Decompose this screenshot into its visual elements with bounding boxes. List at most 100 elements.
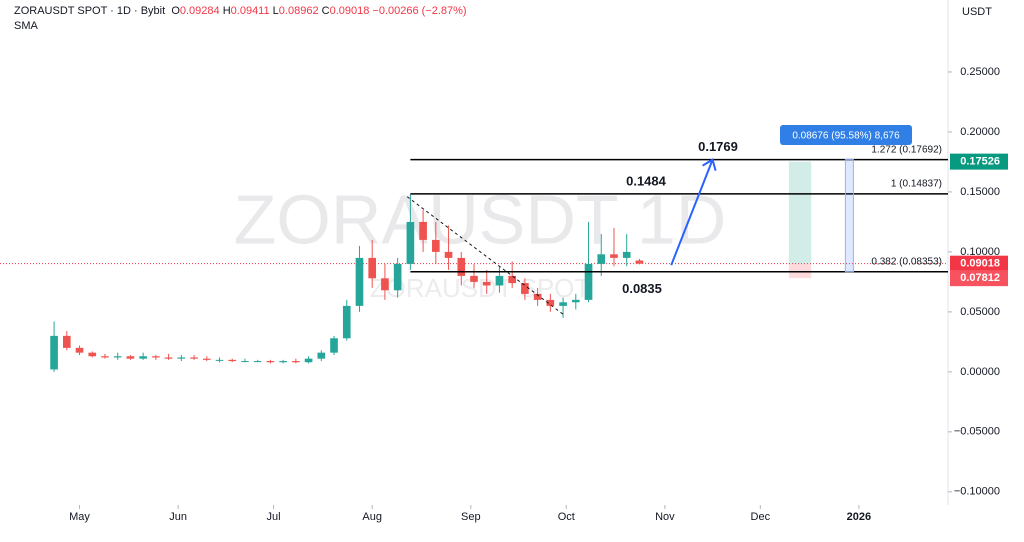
candle-body bbox=[470, 275, 478, 282]
candle-body bbox=[101, 356, 109, 358]
candle-body bbox=[546, 299, 555, 306]
candle-body bbox=[292, 361, 300, 363]
candle-body bbox=[62, 335, 71, 348]
arrow-head bbox=[702, 158, 717, 171]
candle-body bbox=[584, 263, 593, 300]
candle-body bbox=[635, 260, 644, 264]
currency: USDT bbox=[962, 6, 992, 18]
level-label: 0.1484 bbox=[626, 173, 667, 188]
y-tick-label: 0.05000 bbox=[960, 306, 1000, 318]
candle-body bbox=[355, 257, 364, 306]
candle-body bbox=[622, 251, 631, 258]
candle-body bbox=[139, 356, 147, 359]
level-label: 0.0835 bbox=[622, 281, 662, 296]
candle-body bbox=[126, 356, 135, 359]
candle-body bbox=[202, 358, 211, 360]
price-tag bbox=[950, 153, 1008, 170]
candle-body bbox=[215, 359, 224, 361]
price-tag bbox=[950, 270, 1008, 287]
candle-body bbox=[482, 281, 491, 286]
price-tag-label: 0.17526 bbox=[960, 156, 1000, 168]
o-value: 0.09284 bbox=[179, 5, 220, 17]
x-tick-label: Oct bbox=[558, 511, 575, 523]
symbol: ZORAUSDT SPOT · 1D · Bybit bbox=[14, 5, 166, 17]
price-tag bbox=[950, 255, 1008, 272]
symbol-row: ZORAUSDT SPOT · 1D · Bybit O0.09284 H0.0… bbox=[14, 4, 467, 19]
measure-box bbox=[780, 125, 912, 145]
h-label: H bbox=[222, 5, 231, 17]
x-tick-label: May bbox=[69, 511, 90, 523]
candle-body bbox=[266, 361, 275, 363]
candle-body bbox=[610, 254, 618, 258]
candle-body bbox=[368, 257, 377, 279]
x-tick-label: Dec bbox=[751, 511, 771, 523]
candle-body bbox=[152, 356, 160, 358]
candle-body bbox=[177, 357, 186, 359]
candle-body bbox=[342, 305, 351, 339]
x-tick-label: Jun bbox=[169, 511, 187, 523]
candle-body bbox=[279, 361, 287, 363]
candle-body bbox=[88, 352, 97, 357]
y-tick-label: −0.10000 bbox=[954, 486, 1000, 498]
y-tick-label: −0.05000 bbox=[954, 426, 1000, 438]
level-label: 0.1769 bbox=[698, 139, 738, 154]
c-value: 0.09018 bbox=[329, 5, 370, 17]
x-tick-label: Jul bbox=[267, 511, 281, 523]
x-tick-label: 2026 bbox=[847, 511, 871, 523]
change: −0.00266 (−2.87%) bbox=[372, 5, 467, 17]
l-value: 0.08962 bbox=[278, 5, 319, 17]
fib-label: 1.272 (0.17692) bbox=[871, 144, 942, 155]
x-tick-label: Nov bbox=[655, 511, 675, 523]
price-tag-label: 0.07812 bbox=[960, 272, 1000, 284]
o-label: O bbox=[171, 5, 180, 17]
watermark-sub: ZORAUSDT SPOT bbox=[370, 273, 591, 303]
candle-body bbox=[253, 361, 262, 363]
candle-body bbox=[113, 356, 122, 358]
measure-band bbox=[844, 159, 854, 273]
legend-header: ZORAUSDT SPOT · 1D · Bybit O0.09284 H0.0… bbox=[14, 4, 467, 34]
candle-body bbox=[597, 254, 606, 264]
candle-body bbox=[304, 358, 313, 363]
candle-body bbox=[164, 357, 173, 359]
candle-body bbox=[508, 275, 516, 284]
y-tick-label: 0.15000 bbox=[960, 186, 1000, 198]
y-tick-label: 0.10000 bbox=[960, 246, 1000, 258]
candle-body bbox=[381, 278, 389, 291]
indicator[interactable]: SMA bbox=[14, 20, 38, 32]
candle-body bbox=[406, 221, 415, 264]
candle-body bbox=[571, 299, 580, 303]
watermark: ZORAUSDT 1D bbox=[234, 180, 727, 258]
candle-body bbox=[419, 221, 427, 240]
candle-body bbox=[393, 263, 402, 291]
x-tick-label: Sep bbox=[461, 511, 481, 523]
measure-label: 0.08676 (95.58%) 8,676 bbox=[792, 131, 900, 142]
candle-body bbox=[50, 335, 58, 370]
fib-label: 1 (0.14837) bbox=[891, 179, 942, 190]
candle-body bbox=[317, 352, 326, 359]
candle-body bbox=[559, 302, 567, 306]
h-value: 0.09411 bbox=[230, 5, 270, 17]
candle-body bbox=[75, 347, 84, 353]
c-label: C bbox=[321, 5, 330, 17]
candle-body bbox=[190, 357, 198, 359]
candle-body bbox=[432, 239, 440, 252]
target-zone bbox=[788, 161, 812, 264]
candle-body bbox=[521, 283, 529, 294]
candle-body bbox=[444, 251, 453, 258]
l-label: L bbox=[272, 5, 279, 17]
candle-body bbox=[228, 359, 237, 362]
candle-body bbox=[241, 361, 249, 363]
arrow bbox=[670, 159, 714, 266]
candle-body bbox=[495, 275, 504, 286]
fib-label: 0.382 (0.08353) bbox=[871, 256, 942, 267]
candle-body bbox=[457, 257, 466, 276]
price-tag-label: 0.09018 bbox=[960, 258, 1000, 270]
trendline bbox=[406, 196, 564, 315]
candle-body bbox=[330, 338, 338, 353]
y-tick-label: 0.00000 bbox=[960, 366, 1000, 378]
y-tick-label: 0.20000 bbox=[960, 126, 1000, 138]
candle-body bbox=[533, 293, 542, 300]
y-tick-label: 0.25000 bbox=[960, 66, 1000, 78]
